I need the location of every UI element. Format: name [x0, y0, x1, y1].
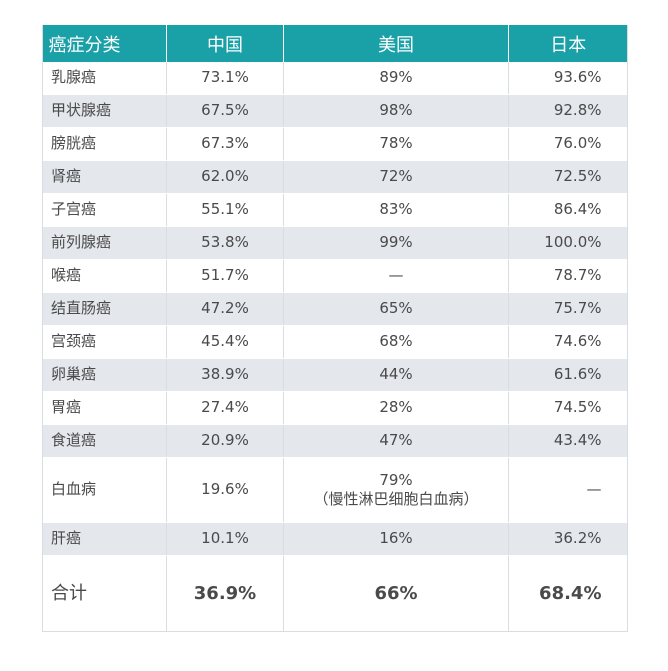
total-japan: 68.4% — [508, 555, 628, 632]
china-rate-cell: 10.1% — [166, 522, 284, 556]
japan-rate-cell: — — [508, 457, 628, 523]
cancer-type-cell: 肝癌 — [42, 522, 167, 556]
usa-rate-cell: 72% — [283, 160, 509, 194]
cancer-type-cell: 结直肠癌 — [42, 292, 167, 326]
china-rate-cell: 20.9% — [166, 424, 284, 458]
usa-rate-cell: 99% — [283, 226, 509, 260]
japan-rate-cell: 74.6% — [508, 325, 628, 359]
china-rate-cell: 55.1% — [166, 193, 284, 227]
table-row: 甲状腺癌 67.5% 98% 92.8% — [42, 94, 628, 128]
cancer-type-cell: 胃癌 — [42, 391, 167, 425]
cancer-type-cell: 乳腺癌 — [42, 62, 167, 95]
table-row: 宫颈癌 45.4% 68% 74.6% — [42, 325, 628, 359]
total-usa: 66% — [283, 555, 509, 632]
cancer-type-cell: 膀胱癌 — [42, 127, 167, 161]
china-rate-cell: 38.9% — [166, 358, 284, 392]
china-rate-cell: 19.6% — [166, 457, 284, 523]
china-rate-cell: 62.0% — [166, 160, 284, 194]
header-china: 中国 — [166, 25, 284, 62]
table-row: 食道癌 20.9% 47% 43.4% — [42, 424, 628, 458]
usa-rate-cell: 98% — [283, 94, 509, 128]
total-china: 36.9% — [166, 555, 284, 632]
usa-rate-cell: 28% — [283, 391, 509, 425]
survival-rate-table: 癌症分类 中国 美国 日本 乳腺癌 73.1% 89% 93.6% 甲状腺癌 67.5% 9… — [42, 25, 628, 632]
table-row: 胃癌 27.4% 28% 74.5% — [42, 391, 628, 425]
japan-rate-cell: 72.5% — [508, 160, 628, 194]
header-japan: 日本 — [508, 25, 628, 62]
table-row: 膀胱癌 67.3% 78% 76.0% — [42, 127, 628, 161]
japan-rate-cell: 75.7% — [508, 292, 628, 326]
usa-rate-cell: 65% — [283, 292, 509, 326]
table-row: 喉癌 51.7% —78.7% — [42, 259, 628, 293]
table-header-row: 癌症分类 中国 美国 日本 — [42, 25, 628, 62]
china-rate-cell: 67.5% — [166, 94, 284, 128]
cancer-type-cell: 食道癌 — [42, 424, 167, 458]
header-cancer-type: 癌症分类 — [42, 25, 167, 62]
cancer-type-cell: 前列腺癌 — [42, 226, 167, 260]
japan-rate-cell: 76.0% — [508, 127, 628, 161]
china-rate-cell: 45.4% — [166, 325, 284, 359]
japan-rate-cell: 36.2% — [508, 522, 628, 556]
japan-rate-cell: 61.6% — [508, 358, 628, 392]
japan-rate-cell: 78.7% — [508, 259, 628, 293]
table-row: 前列腺癌 53.8% 99% 100.0% — [42, 226, 628, 260]
cancer-type-cell: 子宫癌 — [42, 193, 167, 227]
usa-rate-cell: 44% — [283, 358, 509, 392]
table-row: 乳腺癌 73.1% 89% 93.6% — [42, 62, 628, 95]
total-label: 合计 — [42, 555, 167, 632]
table-row: 卵巢癌 38.9% 44% 61.6% — [42, 358, 628, 392]
usa-rate-cell: 16% — [283, 522, 509, 556]
table-row: 白血病 19.6% 79% （慢性淋巴细胞白血病） — — [42, 457, 628, 523]
usa-rate-cell: 47% — [283, 424, 509, 458]
cancer-type-cell: 喉癌 — [42, 259, 167, 293]
china-rate-cell: 73.1% — [166, 62, 284, 95]
japan-rate-cell: 92.8% — [508, 94, 628, 128]
japan-rate-cell: 43.4% — [508, 424, 628, 458]
china-rate-cell: 51.7% — [166, 259, 284, 293]
china-rate-cell: 67.3% — [166, 127, 284, 161]
usa-rate-note: （慢性淋巴细胞白血病） — [313, 490, 479, 508]
table-row: 结直肠癌 47.2% 65% 75.7% — [42, 292, 628, 326]
cancer-type-cell: 甲状腺癌 — [42, 94, 167, 128]
total-row: 合计 36.9% 66% 68.4% — [42, 555, 628, 632]
usa-rate-cell: 89% — [283, 62, 509, 95]
cancer-type-cell: 宫颈癌 — [42, 325, 167, 359]
japan-rate-cell: 93.6% — [508, 62, 628, 95]
usa-rate-value: 79% — [379, 470, 413, 489]
china-rate-cell: 53.8% — [166, 226, 284, 260]
usa-rate-cell: 78% — [283, 127, 509, 161]
usa-rate-cell: — — [283, 259, 509, 293]
table-row: 子宫癌 55.1% 83% 86.4% — [42, 193, 628, 227]
usa-rate-cell: 79% （慢性淋巴细胞白血病） — [283, 457, 509, 523]
usa-rate-cell: 68% — [283, 325, 509, 359]
japan-rate-cell: 74.5% — [508, 391, 628, 425]
cancer-type-cell: 肾癌 — [42, 160, 167, 194]
japan-rate-cell: 86.4% — [508, 193, 628, 227]
usa-rate-cell: 83% — [283, 193, 509, 227]
japan-rate-cell: 100.0% — [508, 226, 628, 260]
header-usa: 美国 — [283, 25, 509, 62]
china-rate-cell: 27.4% — [166, 391, 284, 425]
china-rate-cell: 47.2% — [166, 292, 284, 326]
cancer-type-cell: 白血病 — [42, 457, 167, 523]
table-row: 肾癌 62.0% 72% 72.5% — [42, 160, 628, 194]
table-row: 肝癌 10.1% 16% 36.2% — [42, 522, 628, 556]
cancer-type-cell: 卵巢癌 — [42, 358, 167, 392]
